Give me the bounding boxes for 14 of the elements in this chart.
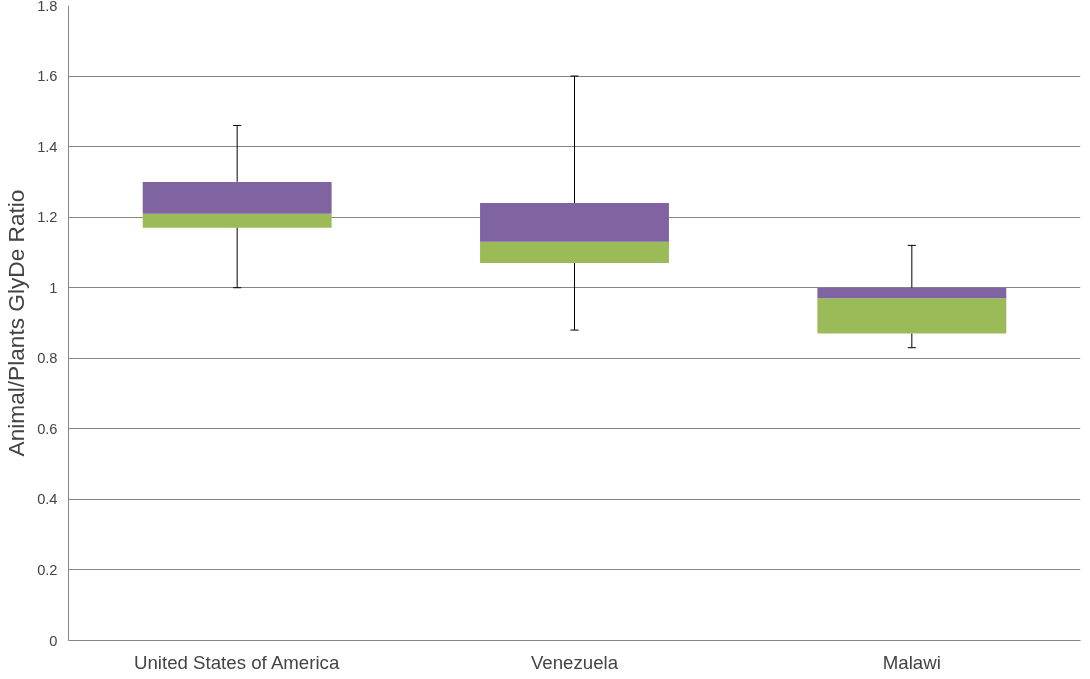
y-tick-label: 0.8 [37,350,58,367]
y-tick-label: 1.6 [37,68,58,85]
y-tick-label: 0.6 [37,420,58,437]
y-tick-label: 1.8 [37,0,58,14]
y-tick-label: 0 [49,632,58,649]
y-tick-label: 1.2 [37,209,58,226]
y-axis-title: Animal/Plants GlyDe Ratio [3,189,30,457]
y-tick-label: 0.4 [37,491,58,508]
x-tick-label: United States of America [133,651,340,673]
x-tick-label: Venezuela [530,651,619,673]
y-tick-label: 1.4 [37,138,58,155]
y-tick-label: 1 [49,279,58,296]
x-tick-label: Malawi [882,651,941,673]
y-tick-label: 0.2 [37,561,58,578]
